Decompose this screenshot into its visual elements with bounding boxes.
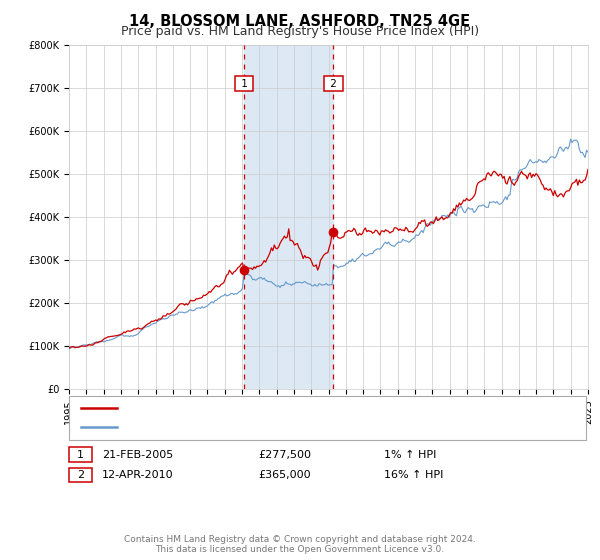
Text: HPI: Average price, detached house, Ashford: HPI: Average price, detached house, Ashf… (120, 422, 369, 432)
Text: This data is licensed under the Open Government Licence v3.0.: This data is licensed under the Open Gov… (155, 545, 445, 554)
Text: £365,000: £365,000 (258, 470, 311, 480)
Text: Price paid vs. HM Land Registry's House Price Index (HPI): Price paid vs. HM Land Registry's House … (121, 25, 479, 38)
Text: £277,500: £277,500 (258, 450, 311, 460)
Text: 21-FEB-2005: 21-FEB-2005 (102, 450, 173, 460)
Text: 2: 2 (77, 470, 84, 480)
Bar (244, 45, 334, 389)
Text: 1: 1 (238, 78, 251, 88)
Text: 1: 1 (77, 450, 84, 460)
Text: 2: 2 (327, 78, 340, 88)
Text: Contains HM Land Registry data © Crown copyright and database right 2024.: Contains HM Land Registry data © Crown c… (124, 535, 476, 544)
Text: 1% ↑ HPI: 1% ↑ HPI (384, 450, 436, 460)
Text: 16% ↑ HPI: 16% ↑ HPI (384, 470, 443, 480)
Text: 14, BLOSSOM LANE, ASHFORD, TN25 4GE: 14, BLOSSOM LANE, ASHFORD, TN25 4GE (130, 14, 470, 29)
Text: 12-APR-2010: 12-APR-2010 (102, 470, 173, 480)
Text: 14, BLOSSOM LANE, ASHFORD, TN25 4GE (detached house): 14, BLOSSOM LANE, ASHFORD, TN25 4GE (det… (120, 403, 455, 413)
